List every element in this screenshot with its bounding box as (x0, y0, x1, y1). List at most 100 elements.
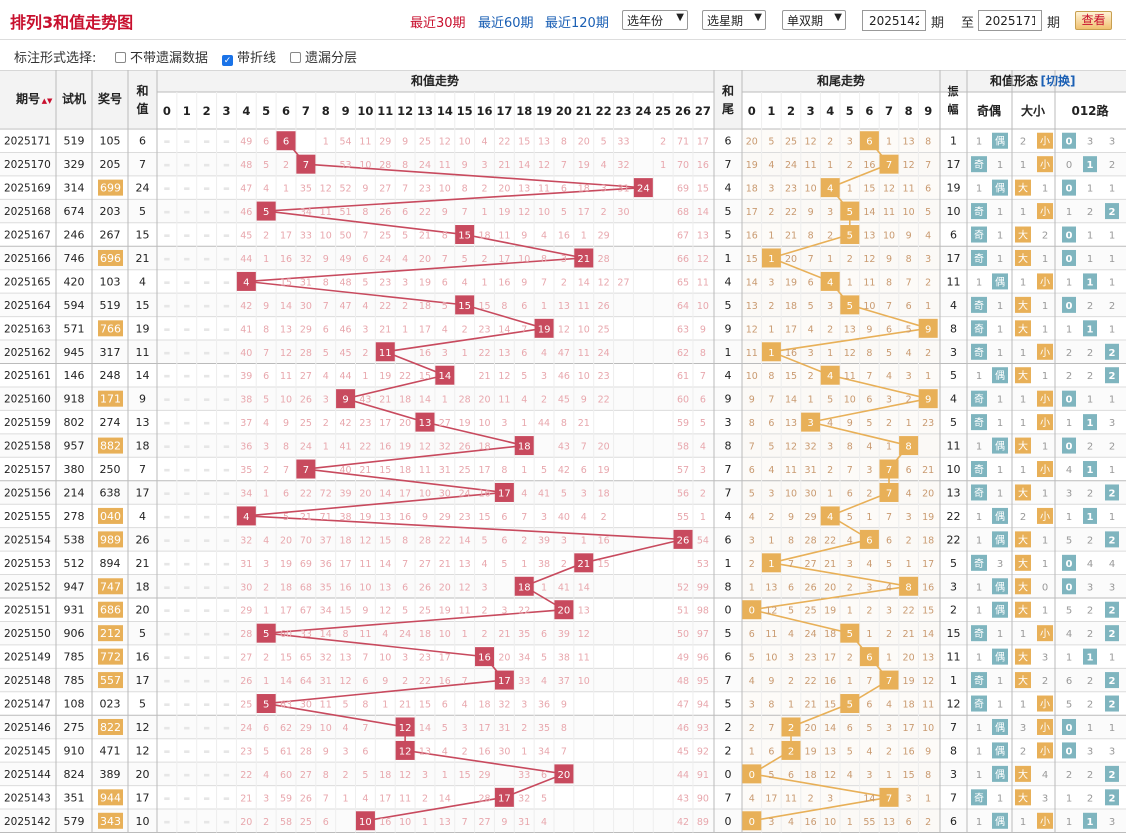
trial-cell: 380 (64, 463, 85, 476)
sum-miss-value: 14 (578, 277, 590, 288)
sum-miss-value: 39 (340, 488, 352, 499)
sum-miss-value: 25 (240, 700, 252, 711)
sum-miss-value: 18 (419, 629, 431, 640)
sum-number-header: 26 (675, 104, 691, 118)
sum-miss-value: 12 (498, 371, 510, 382)
miss-placeholder: ▬ (223, 794, 230, 802)
switch-link: [切换] (1041, 73, 1076, 88)
sum-miss-value: 27 (617, 277, 629, 288)
odd-even-tag (971, 461, 987, 478)
sum-miss-value: 23 (419, 184, 431, 195)
trial-cell: 246 (64, 229, 85, 242)
tail-ball-value: 7 (886, 793, 892, 804)
road-tag (1062, 179, 1076, 196)
big-small-tag (1015, 484, 1031, 501)
checkbox-icon[interactable] (115, 52, 126, 63)
sum-miss-value: 28 (240, 629, 252, 640)
tail-miss-value: 19 (805, 746, 817, 757)
tail-miss-value: 8 (788, 535, 794, 546)
odd-even-value: 偶 (995, 651, 1005, 664)
option-polyline[interactable]: ✓ 带折线 (222, 51, 277, 66)
recent-60-link[interactable]: 最近60期 (478, 16, 534, 31)
weekday-select[interactable]: 选星期 ▼ (702, 10, 766, 30)
sum-cell: 10 (136, 815, 150, 828)
header-amp: 振 (948, 84, 959, 98)
tail-miss-value: 18 (746, 184, 758, 195)
recent-120-link[interactable]: 最近120期 (545, 16, 609, 31)
sum-miss-value: 21 (578, 418, 590, 429)
tail-ball-value: 1 (768, 348, 774, 359)
tail-ball-value: 3 (807, 418, 813, 429)
sum-ball (494, 482, 514, 502)
tail-miss-value: 12 (765, 606, 777, 617)
sum-ball-value: 18 (518, 442, 531, 453)
checkbox-icon[interactable] (290, 52, 301, 63)
sum-miss-value: 21 (498, 629, 510, 640)
tail-miss-value: 4 (827, 418, 833, 429)
range-to-input[interactable] (978, 10, 1042, 31)
amplitude-cell: 17 (947, 158, 961, 171)
tail-ball-value: 0 (749, 606, 755, 617)
sum-miss-value: 21 (399, 700, 411, 711)
tail-miss-value: 2 (788, 676, 794, 687)
amplitude-cell: 5 (950, 557, 957, 570)
big-small-value: 小 (1040, 347, 1050, 359)
sum-miss-value: 29 (300, 324, 312, 335)
sum-miss-value: 97 (697, 629, 709, 640)
odd-even-value: 偶 (995, 604, 1005, 617)
miss-placeholder: ▬ (164, 278, 171, 286)
year-select[interactable]: 选年份 ▼ (622, 10, 688, 30)
odd-even-miss: 1 (976, 371, 982, 382)
tail-miss-value: 10 (765, 653, 777, 664)
sum-miss-value: 36 (538, 700, 550, 711)
miss-placeholder: ▬ (223, 583, 230, 591)
tail-miss-value: 5 (768, 137, 774, 148)
trial-cell: 802 (64, 416, 85, 429)
miss-placeholder: ▬ (203, 560, 210, 568)
parity-select[interactable]: 单双期 ▼ (782, 10, 846, 30)
sum-miss-value: 40 (240, 348, 252, 359)
sum-ball-value: 14 (438, 371, 451, 382)
option-miss-layer[interactable]: 遗漏分层 (290, 47, 357, 66)
sum-miss-value: 62 (677, 348, 689, 359)
tail-miss-value: 2 (925, 817, 931, 828)
sum-miss-value: 6 (263, 723, 269, 734)
sum-miss-value: 20 (598, 442, 610, 453)
tail-miss-value: 3 (808, 348, 814, 359)
checkbox-checked-icon[interactable]: ✓ (222, 55, 233, 66)
sum-ball-value: 5 (263, 700, 269, 711)
road-tag (1105, 367, 1119, 384)
sum-cell: 5 (139, 205, 146, 218)
big-small-miss: 2 (1020, 137, 1026, 148)
sum-miss-value: 26 (300, 793, 312, 804)
road-tag (1083, 507, 1097, 524)
sum-ball (435, 365, 455, 385)
odd-even-miss: 1 (976, 442, 982, 453)
sum-miss-value: 1 (343, 793, 349, 804)
tail-ball-value: 7 (886, 488, 892, 499)
tail-miss-value: 8 (925, 137, 931, 148)
option-no-miss[interactable]: 不带遗漏数据 (115, 47, 208, 66)
prize-highlight (98, 648, 123, 665)
sum-miss-value: 1 (283, 184, 289, 195)
tail-miss-value: 2 (827, 465, 833, 476)
period-cell: 2025152 (4, 581, 51, 593)
tail-miss-value: 31 (805, 465, 817, 476)
sum-miss-value: 2 (521, 723, 527, 734)
amplitude-cell: 3 (950, 768, 957, 781)
big-small-value: 大 (1018, 768, 1028, 781)
sum-cell: 6 (139, 135, 146, 148)
tail-ball (879, 482, 899, 502)
prize-highlight (98, 672, 123, 689)
recent-30-link[interactable]: 最近30期 (410, 16, 466, 31)
sum-miss-value: 5 (263, 160, 269, 171)
sum-miss-value: 8 (462, 184, 468, 195)
sum-miss-value: 8 (283, 442, 289, 453)
sum-miss-value: 33 (518, 676, 530, 687)
tail-ball (801, 412, 821, 432)
query-button[interactable]: 查看 (1075, 11, 1112, 30)
odd-even-miss: 1 (976, 535, 982, 546)
range-from-input[interactable] (862, 10, 926, 31)
sum-miss-value: 20 (359, 488, 371, 499)
sum-ball-value: 11 (379, 348, 392, 359)
